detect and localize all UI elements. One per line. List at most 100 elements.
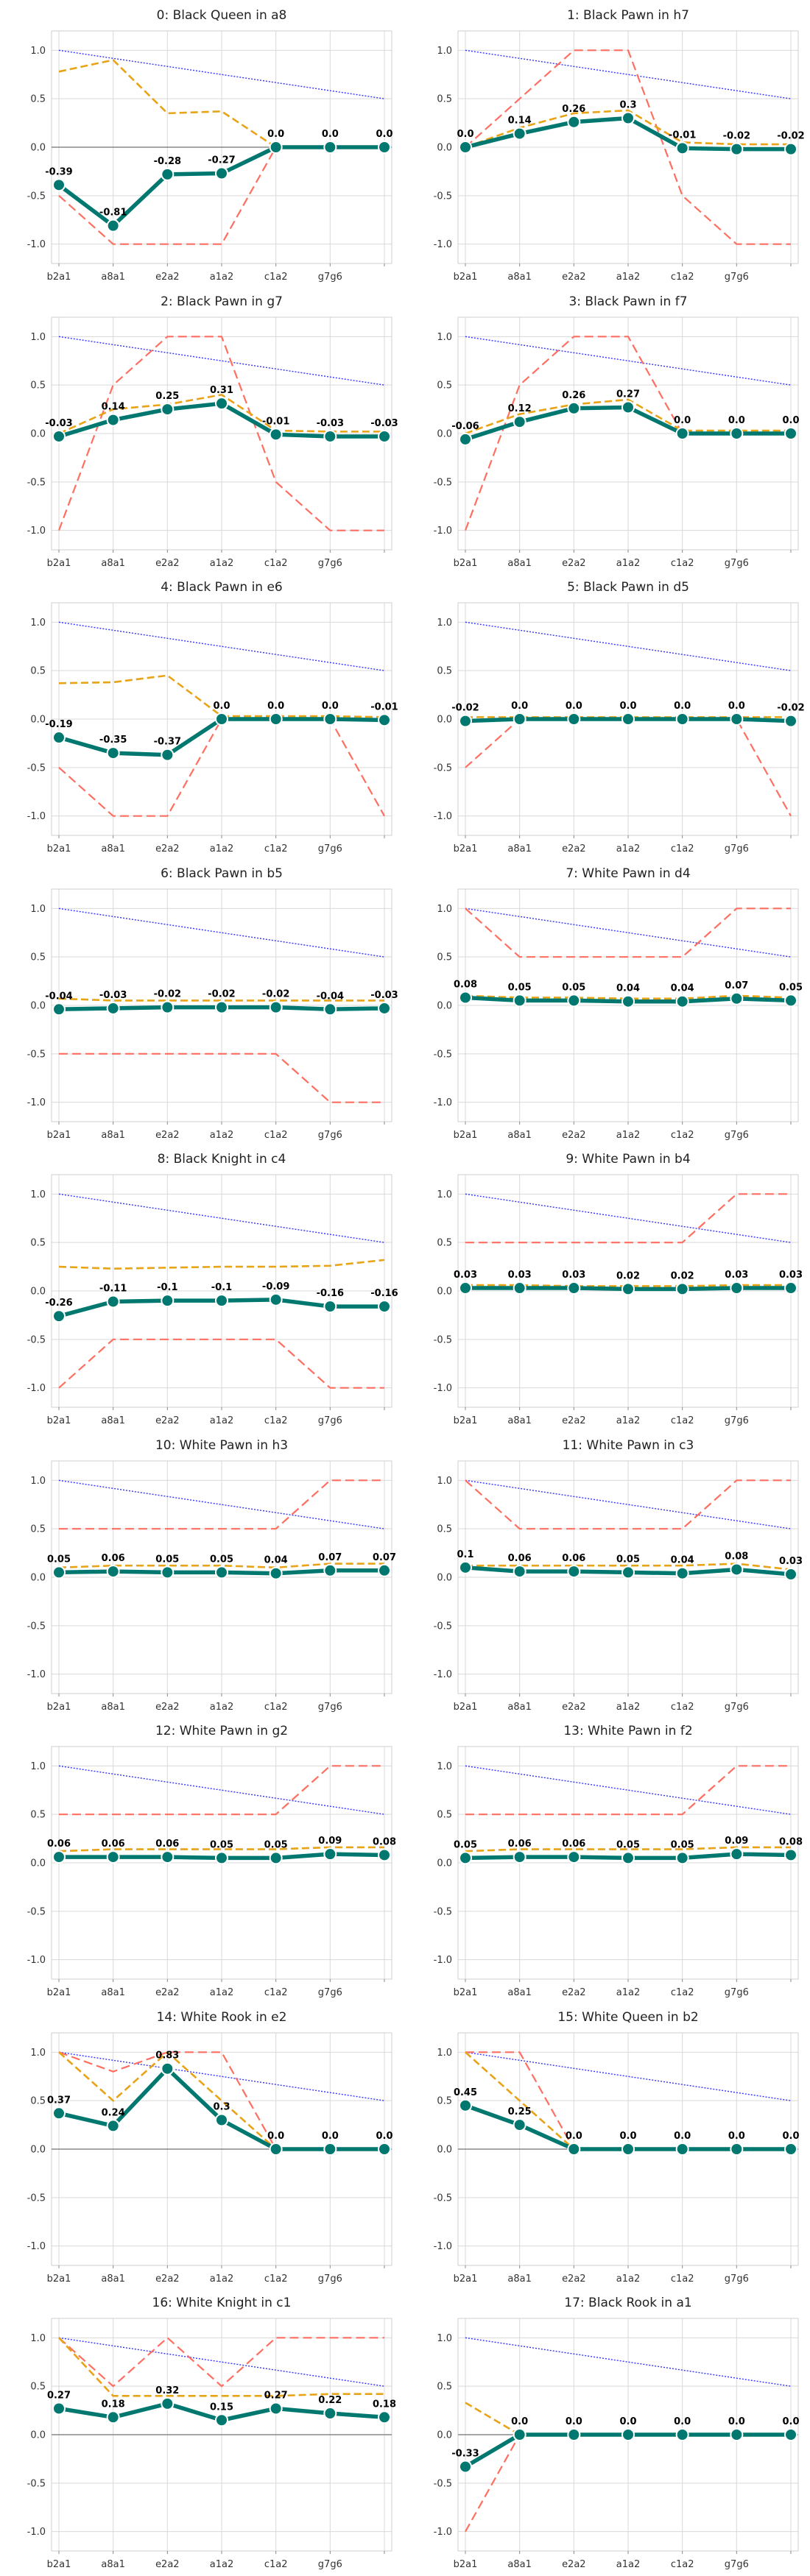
x-tick-label: e2a2 [562, 1702, 586, 1713]
series-main-point [621, 994, 635, 1008]
y-tick-label: -0.5 [434, 1334, 452, 1345]
series-main-point [269, 2142, 283, 2156]
x-tick-label: b2a1 [454, 1415, 478, 1426]
subplot-15: 15: White Queen in b2 1.0 0.5 0.0 -0.5 -1.0 b2… [434, 2010, 800, 2285]
y-tick-label: 0.0 [437, 2430, 452, 2441]
y-tick-label: -0.5 [27, 1334, 46, 1345]
y-tick-label: -1.0 [434, 1383, 452, 1394]
x-tick-label: a8a1 [507, 1130, 531, 1141]
series-main-point [215, 2413, 228, 2427]
series-main-point [161, 2062, 175, 2076]
y-tick-label: 1.0 [437, 2333, 452, 2344]
data-label: 0.05 [454, 1839, 477, 1850]
series-main-point [378, 2410, 391, 2424]
y-tick-label: 1.0 [437, 1761, 452, 1772]
y-tick-label: 0.5 [30, 952, 46, 963]
series-main-point [378, 141, 391, 154]
subplot-12: 12: White Pawn in g2 1.0 0.5 0.0 -0.5 -1.0 b2a… [27, 1724, 396, 1998]
y-tick-label: -0.5 [434, 477, 452, 488]
series-main-point [52, 429, 66, 443]
x-tick-label: b2a1 [47, 1987, 71, 1998]
x-tick-label: e2a2 [155, 272, 180, 283]
x-tick-label: a8a1 [101, 2274, 124, 2285]
series-main-point [675, 1282, 689, 1296]
series-red-line [59, 1052, 384, 1103]
series-main-point [215, 1294, 228, 1308]
data-label: -0.04 [317, 991, 344, 1002]
x-tick-label: c1a2 [671, 558, 694, 569]
data-label: 0.08 [454, 979, 477, 990]
x-tick-label: c1a2 [671, 1415, 694, 1426]
data-label: 0.0 [674, 2131, 691, 2142]
series-main-point [513, 1850, 526, 1864]
y-tick-label: 0.5 [30, 2095, 46, 2106]
y-tick-label: -1.0 [434, 2527, 452, 2538]
data-label: 0.27 [616, 389, 640, 400]
series-main-point [378, 1001, 391, 1015]
x-tick-label: a8a1 [507, 843, 531, 854]
series-main-point [621, 400, 635, 414]
data-label: 0.06 [508, 1553, 532, 1564]
x-tick-label: a1a2 [210, 2559, 233, 2570]
y-tick-label: 1.0 [30, 331, 46, 342]
series-main-point [323, 1563, 337, 1577]
series-main-point [513, 1281, 526, 1295]
y-tick-label: 0.5 [30, 1238, 46, 1249]
series-main-point [675, 712, 689, 726]
y-tick-label: -1.0 [27, 1955, 46, 1966]
x-tick-label: g7g6 [725, 2274, 749, 2285]
data-label: -0.01 [370, 701, 398, 712]
series-main-point [269, 141, 283, 154]
x-tick-label: g7g6 [725, 843, 749, 854]
series-main-point [784, 426, 797, 440]
y-tick-label: 1.0 [437, 1189, 452, 1200]
series-main-point [784, 1281, 797, 1295]
data-label: 0.18 [373, 2399, 396, 2410]
series-main-point [215, 1851, 228, 1865]
x-tick-label: a8a1 [101, 558, 124, 569]
data-label: 0.05 [264, 1839, 288, 1850]
data-label: 0.06 [562, 1839, 585, 1850]
x-tick-label: c1a2 [264, 1987, 288, 1998]
subplot-14: 14: White Rook in e2 1.0 0.5 0.0 -0.5 -1.0 b2a… [27, 2010, 393, 2285]
y-tick-label: 1.0 [30, 1761, 46, 1772]
data-label: 0.05 [562, 982, 585, 993]
data-label: 0.04 [671, 983, 694, 994]
y-tick-label: -0.5 [434, 2193, 452, 2204]
x-tick-label: a1a2 [210, 1130, 233, 1141]
series-red-line [59, 1479, 384, 1529]
data-label: -0.39 [45, 166, 72, 177]
y-tick-label: -0.5 [434, 1049, 452, 1060]
x-tick-label: a8a1 [507, 1987, 531, 1998]
series-red-line [465, 1765, 791, 1816]
x-tick-label: a8a1 [101, 1415, 124, 1426]
x-tick-label: a1a2 [210, 2274, 233, 2285]
series-main-point [378, 429, 391, 443]
series-main-point [323, 141, 337, 154]
series-main-point [513, 2117, 526, 2131]
data-label: 0.07 [725, 980, 748, 991]
y-tick-label: -0.5 [27, 2478, 46, 2489]
series-main-point [730, 1281, 744, 1295]
data-label: -0.81 [99, 208, 127, 219]
data-label: -0.35 [99, 735, 127, 746]
series-main-point [784, 1848, 797, 1862]
data-label: -0.02 [723, 131, 750, 142]
data-label: 0.1 [457, 1549, 473, 1560]
y-tick-label: -1.0 [27, 239, 46, 250]
series-main-point [459, 1851, 472, 1865]
x-tick-label: b2a1 [454, 272, 478, 283]
subplot-title: 1: Black Pawn in h7 [567, 8, 689, 23]
x-tick-label: e2a2 [562, 2559, 586, 2570]
series-main-point [513, 127, 526, 141]
data-label: 0.32 [155, 2385, 179, 2396]
data-label: -0.28 [154, 156, 181, 167]
series-main-point [784, 714, 797, 728]
y-tick-label: 0.0 [30, 1287, 46, 1298]
series-main-point [269, 1000, 283, 1014]
y-tick-label: 0.0 [30, 1000, 46, 1011]
x-tick-label: c1a2 [264, 558, 288, 569]
data-label: -0.02 [208, 988, 235, 999]
x-tick-label: a1a2 [616, 843, 640, 854]
y-tick-label: -0.5 [27, 762, 46, 774]
